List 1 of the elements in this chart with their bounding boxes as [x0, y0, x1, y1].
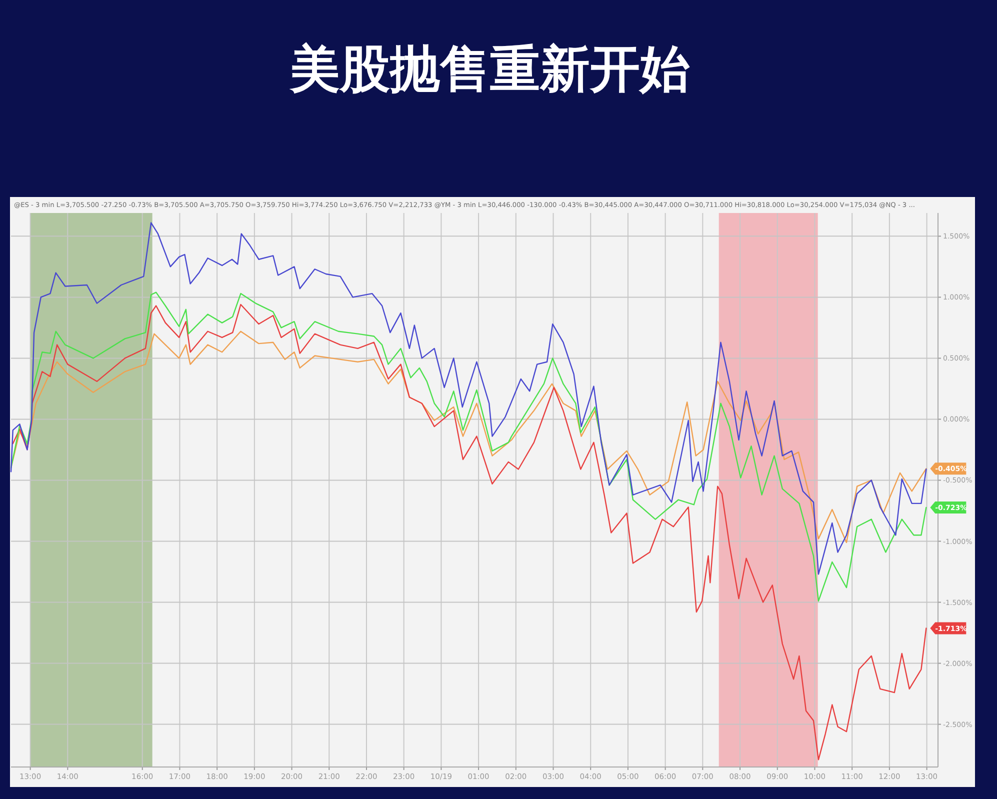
chart-title: 美股抛售重新开始 — [289, 40, 690, 98]
